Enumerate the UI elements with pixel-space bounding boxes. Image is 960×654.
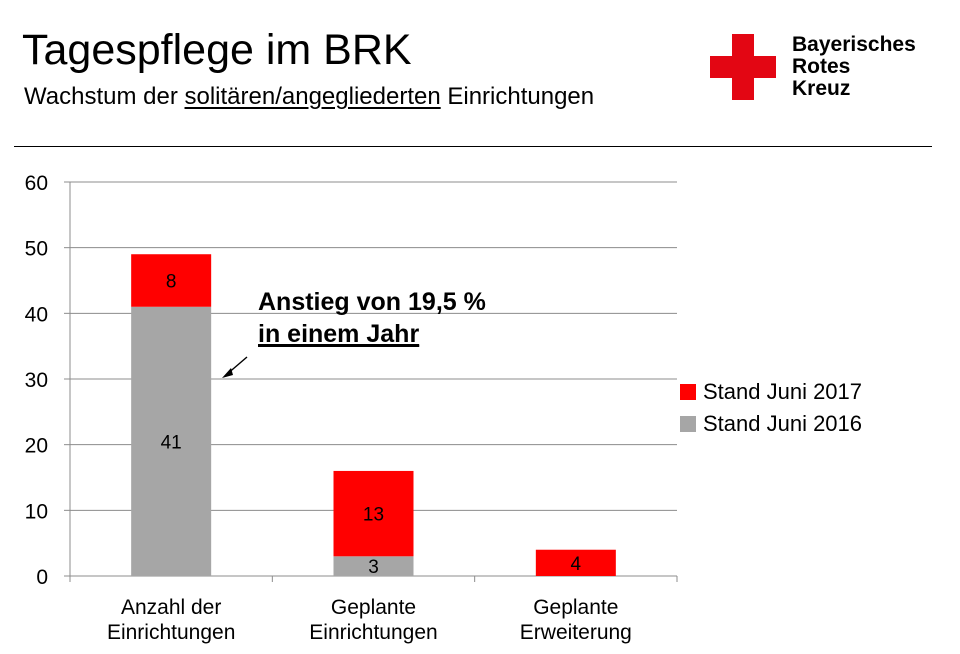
logo-line-2: Rotes [792, 55, 851, 78]
annotation-arrow-head [222, 368, 233, 378]
legend-swatch-2016 [680, 416, 696, 432]
bar-2016-0 [131, 306, 212, 576]
y-tick-label-60: 60 [25, 172, 48, 195]
annotation-line-1: Anstieg von 19,5 % [258, 288, 486, 316]
bar-2016-1 [333, 556, 414, 576]
logo-line-1: Bayerisches [792, 33, 916, 56]
annotation-line-2: in einem Jahr [258, 320, 419, 348]
legend-swatch-2017 [680, 384, 696, 400]
y-tick-label-50: 50 [25, 238, 48, 261]
chart-legend: Stand Juni 2017 Stand Juni 2016 [680, 376, 862, 440]
y-tick-label-20: 20 [25, 435, 48, 458]
data-label-2017-2: 4 [571, 554, 582, 575]
y-tick-label-40: 40 [25, 303, 48, 326]
legend-label-2017: Stand Juni 2017 [703, 379, 863, 404]
y-tick-label-10: 10 [25, 500, 48, 523]
category-label-1-1: Einrichtungen [309, 621, 437, 644]
category-label-0-0: Anzahl der [121, 596, 221, 619]
data-label-2016-0: 41 [161, 432, 182, 453]
subtitle-text-underlined: solitären/angegliederten [184, 83, 441, 110]
brk-logo: Bayerisches Rotes Kreuz [710, 34, 940, 104]
data-label-2017-0: 8 [166, 272, 177, 293]
y-tick-label-0: 0 [36, 566, 48, 589]
bar-2017-1 [333, 470, 414, 557]
subtitle-text-before: Wachstum der [24, 83, 185, 110]
legend-item-2016: Stand Juni 2016 [680, 408, 862, 440]
bar-2017-0 [131, 254, 212, 307]
data-label-2017-1: 13 [363, 505, 384, 526]
y-tick-label-30: 30 [25, 369, 48, 392]
category-label-0-1: Einrichtungen [107, 621, 235, 644]
subtitle-text-after: Einrichtungen [440, 83, 595, 110]
category-label-2-0: Geplante [533, 596, 618, 619]
chart-title: Tagespflege im BRK [22, 26, 412, 74]
legend-item-2017: Stand Juni 2017 [680, 376, 862, 408]
logo-wordmark: Bayerisches Rotes Kreuz [792, 34, 916, 100]
category-label-2-1: Erweiterung [520, 621, 632, 644]
bar-2017-2 [535, 549, 616, 576]
legend-label-2016: Stand Juni 2016 [703, 411, 863, 436]
logo-line-3: Kreuz [792, 77, 851, 100]
red-cross-icon [710, 34, 776, 100]
category-label-1-0: Geplante [331, 596, 416, 619]
data-label-2016-1: 3 [368, 557, 379, 578]
chart-subtitle: Wachstum der solitären/angegliederten Ei… [24, 82, 594, 112]
header-divider [14, 146, 932, 147]
